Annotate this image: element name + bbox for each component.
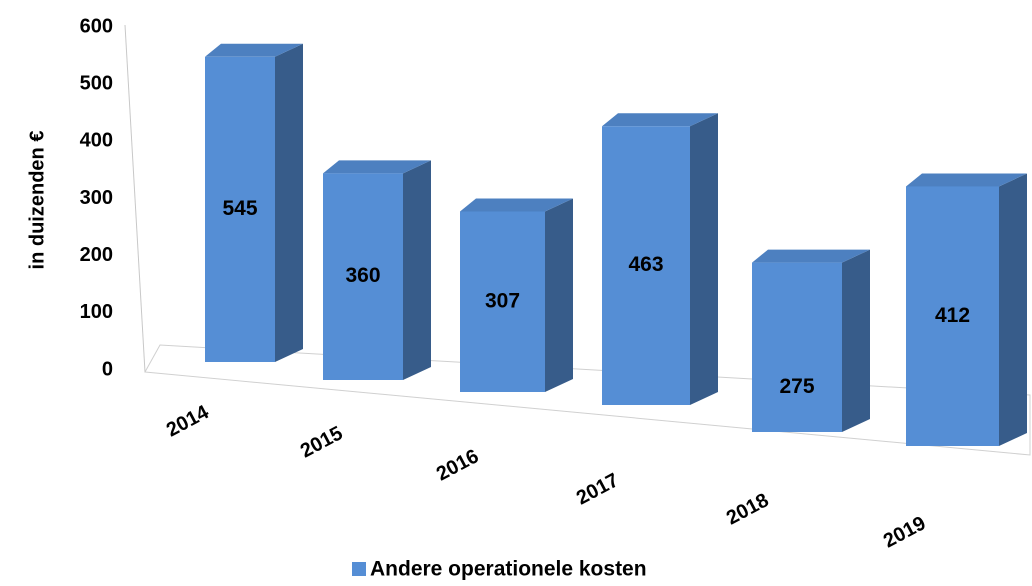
bar bbox=[460, 211, 545, 392]
y-tick-label: 500 bbox=[80, 72, 113, 94]
y-tick-label: 200 bbox=[80, 244, 113, 266]
bar bbox=[602, 126, 690, 406]
bar-side bbox=[690, 113, 718, 406]
y-tick-label: 300 bbox=[80, 187, 113, 209]
data-label: 545 bbox=[222, 197, 257, 220]
bar bbox=[752, 262, 842, 432]
y-tick-label: 100 bbox=[80, 301, 113, 323]
bar-top bbox=[906, 173, 1027, 187]
floor bbox=[144, 344, 1031, 456]
y-tick-label: 400 bbox=[80, 130, 113, 152]
bar-side bbox=[842, 249, 870, 432]
bar-top bbox=[323, 160, 431, 174]
legend-label: Andere operationele kosten bbox=[370, 558, 647, 581]
bar-top bbox=[752, 249, 870, 263]
bar-side bbox=[999, 173, 1027, 446]
bar-side bbox=[545, 198, 573, 392]
y-tick-label: 600 bbox=[80, 15, 113, 37]
bar-top bbox=[205, 43, 303, 57]
data-label: 307 bbox=[485, 289, 520, 312]
bar-side bbox=[275, 43, 303, 363]
bar-side bbox=[403, 160, 431, 380]
bar bbox=[323, 173, 403, 380]
bar bbox=[906, 186, 999, 446]
bar bbox=[205, 56, 275, 363]
bar-top bbox=[602, 113, 718, 127]
bar-top bbox=[460, 198, 573, 212]
data-label: 360 bbox=[345, 264, 380, 287]
y-tick-label: 0 bbox=[102, 358, 113, 380]
y-axis-line bbox=[124, 24, 146, 373]
x-tick-label: 2016 bbox=[433, 445, 483, 485]
legend-swatch bbox=[352, 562, 366, 576]
y-axis-label: in duizenden € bbox=[26, 131, 48, 270]
data-label: 275 bbox=[779, 375, 814, 398]
x-tick-label: 2015 bbox=[297, 422, 347, 462]
x-tick-label: 2017 bbox=[573, 469, 623, 509]
x-tick-label: 2018 bbox=[723, 489, 773, 529]
x-tick-label: 2019 bbox=[880, 512, 930, 552]
x-tick-label: 2014 bbox=[163, 401, 213, 442]
data-label: 463 bbox=[628, 253, 663, 276]
data-label: 412 bbox=[935, 304, 970, 327]
